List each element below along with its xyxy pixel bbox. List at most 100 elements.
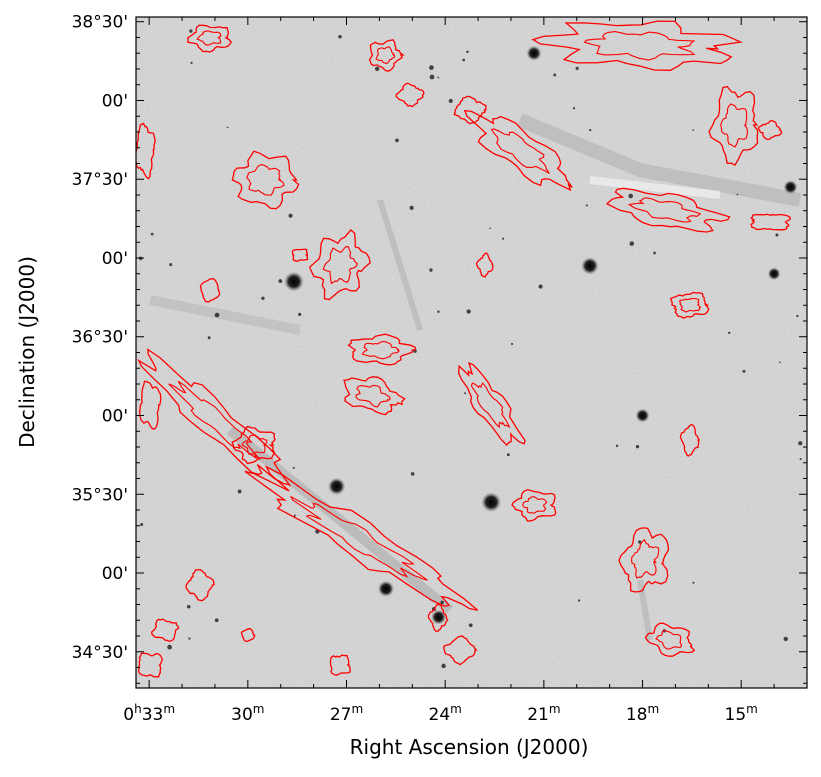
contour-inner [627,197,702,223]
star [767,267,781,281]
faint-star [638,540,642,544]
contour-outer [186,24,233,53]
contour-inner [355,384,391,408]
contour-outer [138,380,162,430]
y-tick-label: 00' [102,91,128,111]
contour-outer [669,291,710,319]
faint-star [466,309,471,314]
faint-star [409,205,414,210]
faint-star [437,310,440,314]
faint-star [502,237,505,240]
faint-star [464,392,467,395]
y-tick-label: 00' [102,407,128,427]
star [283,271,304,292]
contour-inner [361,340,400,360]
contour-inner [246,164,285,196]
x-tick-label: 21m [527,702,560,725]
faint-star [441,663,446,669]
contour-inner [490,128,550,174]
faint-star [510,342,514,346]
x-tick-label: 30m [231,702,264,725]
faint-star [186,604,191,609]
faint-star [288,213,293,218]
faint-star [778,361,781,364]
y-axis-title: Declination (J2000) [15,256,39,448]
faint-star [169,263,173,267]
contour-inner [522,496,548,514]
contour-outer [231,425,276,465]
contour-outer [511,489,557,522]
x-axis: 0h33m 30m 27m 24m 21m 18m 15m [123,17,775,725]
faint-star [410,472,415,476]
contour-outer [476,252,494,278]
faint-star [237,489,242,494]
contour-outer [679,423,701,457]
faint-star [572,107,576,110]
faint-star [214,312,220,318]
contour-outer [644,622,696,657]
y-tick-label: 00' [102,564,128,584]
contour-outer [151,618,180,642]
contour-inner [196,30,222,46]
contour-inner [322,246,359,285]
faint-star [653,251,656,255]
x-tick-label: 15m [725,702,758,725]
contour-outer [329,654,351,676]
faint-star [466,50,469,54]
contour-outer [291,248,309,262]
y-tick-label: 37°30' [72,170,128,190]
contour-outer [308,228,371,301]
faint-star [261,296,265,300]
star [377,580,395,597]
y-tick-label: 36°30' [72,328,128,348]
faint-star [577,599,581,602]
faint-star [783,636,788,642]
star [635,408,650,423]
faint-star [440,600,444,605]
x-tick-label: 18m [626,702,659,725]
faint-star [188,637,191,640]
contour-inner [654,629,682,650]
faint-star [292,466,295,469]
contour-outer [757,119,783,140]
x-tick-label: 24m [429,702,462,725]
faint-star [437,76,440,79]
contour-outer [343,376,406,416]
faint-star [214,618,219,623]
star [481,492,502,513]
faint-star [728,331,731,335]
contour-inner [168,380,261,461]
faint-star [506,453,510,457]
faint-star [278,279,283,283]
faint-star [538,284,543,289]
faint-star [462,58,466,62]
contour-outer [457,362,526,446]
faint-star [338,35,342,39]
faint-star [585,204,588,207]
y-tick-label: 00' [102,249,128,269]
star [526,45,542,61]
x-axis-title: Right Ascension (J2000) [350,735,589,759]
faint-star [798,441,803,446]
faint-star [635,444,640,449]
faint-star [553,73,557,77]
star [431,609,447,625]
contour-inner [678,297,702,313]
y-tick-label: 35°30' [72,485,128,505]
contour-outer [137,348,291,487]
contour-outer [453,95,487,125]
contour-inner [583,31,696,61]
faint-star [589,128,592,132]
contour-outer [427,602,449,633]
faint-star [489,227,491,230]
contour-outer [463,109,573,192]
contour-outer [605,187,731,233]
y-tick-label: 34°30' [72,643,128,663]
faint-star [140,522,144,526]
faint-star [692,129,695,132]
contour-outer [231,150,300,210]
contour-outer [244,465,479,611]
faint-star [615,444,619,448]
x-tick-label: 0h33m [123,702,175,725]
